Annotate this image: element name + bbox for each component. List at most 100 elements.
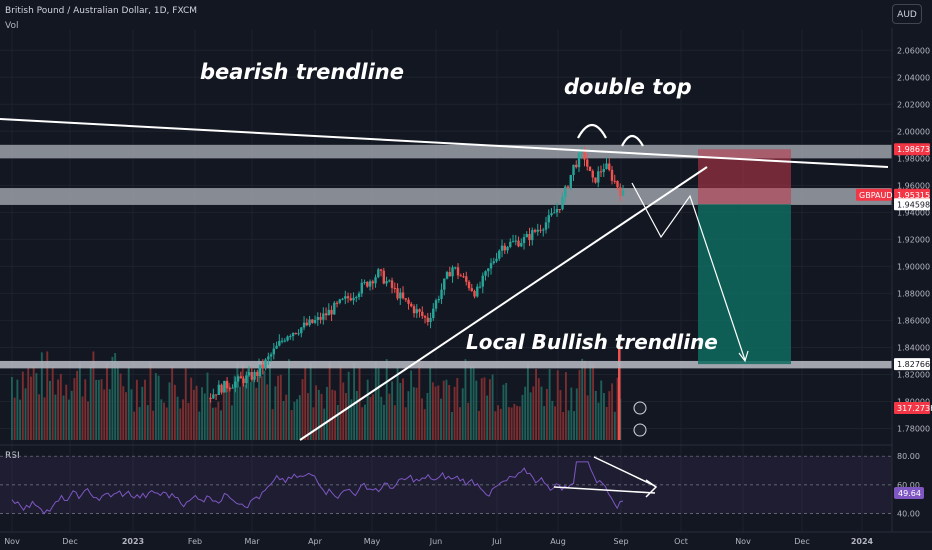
volume-bar [73,378,76,440]
candle-body [344,296,347,299]
volume-bar [564,372,567,440]
volume-bar [287,359,290,440]
candle-body [608,163,611,170]
volume-bar [372,394,375,440]
volume-bar [567,410,570,440]
candle-body [520,243,523,247]
volume-bar [103,389,106,440]
volume-bar [499,408,502,440]
volume-bar [59,373,62,440]
candle-body [256,371,259,376]
candle-body [385,281,388,284]
candle-body [388,280,391,282]
candle-body [349,298,352,301]
volume-bar [497,405,499,440]
price-badge-entry: 1.94598 [897,200,930,209]
trendlines[interactable] [0,118,889,441]
volume-bar [524,386,527,440]
volume-bar [586,395,589,440]
candle-body [443,278,446,290]
volume-bar [304,366,307,440]
double-top-label: double top [564,75,692,99]
volume-bar [100,379,103,440]
double-top-arc-1 [577,123,607,139]
volume-bar [459,407,461,440]
candle-body [355,297,358,299]
volume-bar [249,382,252,440]
volume-bar [472,365,475,440]
volume-bar [84,379,87,440]
candle-body [500,245,504,251]
candle-body [445,272,449,279]
candle-body [269,354,273,357]
volume-bar [54,394,57,440]
candle-body [467,281,471,289]
candle-body [264,359,267,368]
x-tick-label: Jul [491,537,502,546]
candle-body [289,336,292,338]
volume-bar [502,384,505,440]
candle-body [432,308,435,319]
candle-body [379,269,383,271]
event-icon [633,401,647,415]
volume-bar [266,384,269,440]
candle-body [421,311,424,317]
candle-body [399,292,402,299]
candle-body [258,364,262,376]
candle-body [599,171,603,173]
candle-body [404,298,407,300]
volume-bar [442,380,445,440]
candle-body [418,309,421,312]
volume-bar [339,365,342,440]
candle-body [209,398,212,400]
volume-bar [589,362,592,440]
volume-bar [13,397,16,440]
volume-bar [350,399,353,440]
candle-body [553,212,556,214]
candle-body [555,209,559,213]
candle-body [346,296,350,299]
rsi-value-badge-bg [894,487,924,499]
short-position-tool[interactable] [698,149,791,365]
currency-button[interactable]: AUD [892,4,922,24]
event-icon [633,423,647,437]
candle-body [575,164,578,168]
volume-bar [222,387,225,440]
candle-body [470,288,473,291]
volume-bar [320,393,323,440]
volume-bar [144,379,146,440]
volume-bar [583,360,586,440]
volume-bar [366,379,369,440]
candle-body [533,230,537,232]
volume-bar [418,363,421,440]
price-badge-symbol: GBPAUD [859,191,893,200]
volume-bar [78,362,81,440]
y-tick-label: 1.88000 [897,289,930,298]
x-tick-label: Apr [308,537,323,546]
volume-bar [491,374,494,440]
volume-bar [24,388,27,440]
price-badge-bg [856,188,892,201]
candle-body [272,348,276,355]
candle-body [583,150,586,160]
volume-bar [184,368,187,440]
candle-body [396,288,399,299]
volume-bar [19,399,22,440]
x-tick-label: Dec [794,537,809,546]
candle-body [390,280,394,288]
candle-body [456,267,460,276]
y-tick-label: 1.86000 [897,316,930,325]
volume-bar [402,378,404,440]
volume-bar [38,394,41,440]
candle-body [613,180,616,182]
volume-bar [81,396,84,440]
volume-bar [510,407,513,440]
candle-body [503,245,506,251]
y-tick-label: 2.02000 [897,100,930,109]
candle-body [327,309,331,316]
candle-body [610,169,614,181]
volume-bar [488,379,491,440]
volume-bar [247,368,250,440]
volume-bar [521,394,524,440]
candle-body [302,322,306,328]
